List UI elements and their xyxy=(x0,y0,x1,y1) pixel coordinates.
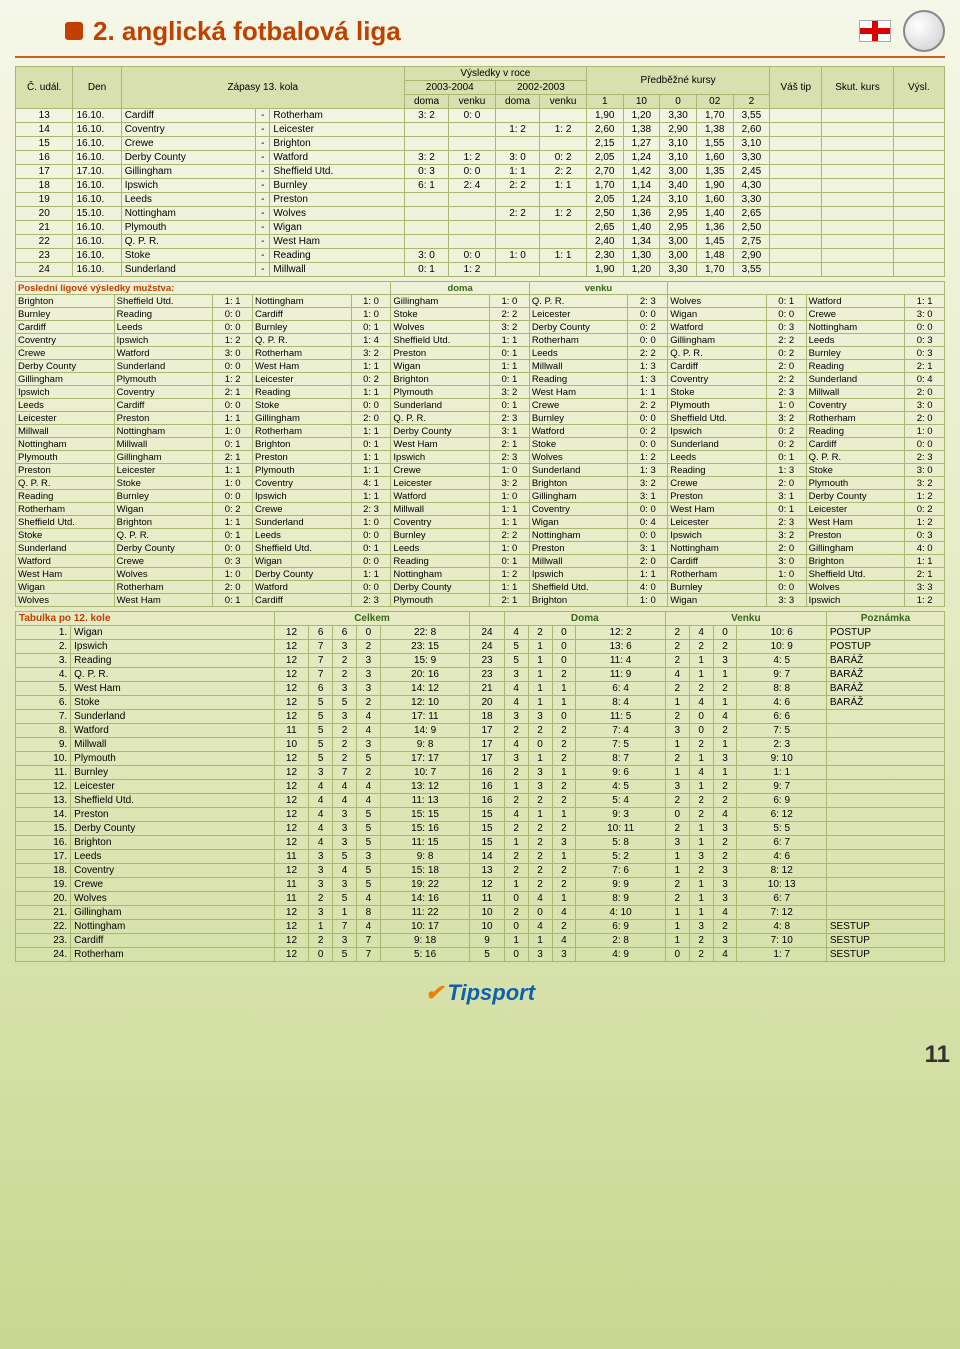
col-k0: 0 xyxy=(660,95,697,109)
results-title: Poslední ligové výsledky mužstva: xyxy=(16,282,391,295)
football-icon xyxy=(903,10,945,52)
standings-row: 10.Plymouth1252517: 17173128: 72139: 10 xyxy=(16,752,945,766)
col-cudal: Č. udál. xyxy=(16,67,73,109)
col-den: Den xyxy=(73,67,121,109)
standings-row: 8.Watford1152414: 9172227: 43027: 5 xyxy=(16,724,945,738)
result-row: BrightonSheffield Utd.1: 1Nottingham1: 0… xyxy=(16,295,945,308)
col-doma1: doma xyxy=(404,95,448,109)
standings-row: 4.Q. P. R.1272320: 162331211: 94119: 7BA… xyxy=(16,668,945,682)
match-row: 2416.10.Sunderland-Millwall0: 11: 21,901… xyxy=(16,263,945,277)
standings-row: 9.Millwall105239: 8174027: 51212: 3 xyxy=(16,738,945,752)
match-row: 1416.10.Coventry-Leicester1: 21: 22,601,… xyxy=(16,123,945,137)
standings-row: 6.Stoke1255212: 10204118: 41414: 6BARÁŽ xyxy=(16,696,945,710)
col-venku2: venku xyxy=(540,95,587,109)
match-row: 1916.10.Leeds-Preston2,051,243,101,603,3… xyxy=(16,193,945,207)
result-row: WatfordCrewe0: 3Wigan0: 0Reading0: 1Mill… xyxy=(16,555,945,568)
result-row: IpswichCoventry2: 1Reading1: 1Plymouth3:… xyxy=(16,386,945,399)
standings-row: 20.Wolves1125414: 16110418: 92136: 7 xyxy=(16,892,945,906)
col-0203: 2002-2003 xyxy=(495,81,586,95)
match-row: 1516.10.Crewe-Brighton2,151,273,101,553,… xyxy=(16,137,945,151)
result-row: Sheffield Utd.Brighton1: 1Sunderland1: 0… xyxy=(16,516,945,529)
standings-row: 7.Sunderland1253417: 111833011: 52046: 6 xyxy=(16,710,945,724)
standings-row: 17.Leeds113539: 8142215: 21324: 6 xyxy=(16,850,945,864)
standings-title: Tabulka po 12. kole xyxy=(16,612,275,626)
col-k1: 1 xyxy=(586,95,623,109)
standings-row: 18.Coventry1234515: 18132227: 61238: 12 xyxy=(16,864,945,878)
match-row: 2116.10.Plymouth-Wigan2,651,402,951,362,… xyxy=(16,221,945,235)
standings-row: 5.West Ham1263314: 12214116: 42228: 8BAR… xyxy=(16,682,945,696)
result-row: CoventryIpswich1: 2Q. P. R.1: 4Sheffield… xyxy=(16,334,945,347)
standings-doma: Doma xyxy=(504,612,665,626)
match-row: 1316.10.Cardiff-Rotherham3: 20: 01,901,2… xyxy=(16,109,945,123)
col-k2: 2 xyxy=(733,95,770,109)
tipsport-logo: Tipsport xyxy=(425,980,535,1006)
result-row: MillwallNottingham1: 0Rotherham1: 1Derby… xyxy=(16,425,945,438)
result-row: SunderlandDerby County0: 0Sheffield Utd.… xyxy=(16,542,945,555)
results-venku-hdr: venku xyxy=(529,282,667,295)
match-row: 2216.10.Q. P. R.-West Ham2,401,343,001,4… xyxy=(16,235,945,249)
result-row: WolvesWest Ham0: 1Cardiff2: 3Plymouth2: … xyxy=(16,594,945,607)
col-0304: 2003-2004 xyxy=(404,81,495,95)
standings-row: 24.Rotherham120575: 1650334: 90241: 7SES… xyxy=(16,948,945,962)
standings-celkem: Celkem xyxy=(274,612,470,626)
result-row: StokeQ. P. R.0: 1Leeds0: 0Burnley2: 2Not… xyxy=(16,529,945,542)
match-row: 1717.10.Gillingham-Sheffield Utd.0: 30: … xyxy=(16,165,945,179)
result-row: West HamWolves1: 0Derby County1: 1Nottin… xyxy=(16,568,945,581)
standings-row: 3.Reading1272315: 92351011: 42134: 5BARÁ… xyxy=(16,654,945,668)
result-row: PlymouthGillingham2: 1Preston1: 1Ipswich… xyxy=(16,451,945,464)
england-flag-icon xyxy=(859,20,891,42)
page-title: 2. anglická fotbalová liga xyxy=(93,16,401,47)
col-venku1: venku xyxy=(449,95,496,109)
result-row: GillinghamPlymouth1: 2Leicester0: 2Brigh… xyxy=(16,373,945,386)
results-doma-hdr: doma xyxy=(391,282,529,295)
tipsport-footer: Tipsport xyxy=(15,980,945,1006)
result-row: LeedsCardiff0: 0Stoke0: 0Sunderland0: 1C… xyxy=(16,399,945,412)
col-vysl: Výsl. xyxy=(893,67,944,109)
results-table: Poslední ligové výsledky mužstva: doma v… xyxy=(15,281,945,607)
col-vysledky: Výsledky v roce xyxy=(404,67,586,81)
standings-table: Tabulka po 12. kole Celkem Doma Venku Po… xyxy=(15,611,945,962)
result-row: CreweWatford3: 0Rotherham3: 2Preston0: 1… xyxy=(16,347,945,360)
standings-pozn: Poznámka xyxy=(826,612,944,626)
standings-row: 23.Cardiff122379: 1891142: 81237: 10SEST… xyxy=(16,934,945,948)
result-row: Derby CountySunderland0: 0West Ham1: 1Wi… xyxy=(16,360,945,373)
header-bullet-icon xyxy=(65,22,83,40)
standings-row: 22.Nottingham1217410: 17100426: 91324: 8… xyxy=(16,920,945,934)
standings-row: 11.Burnley1237210: 7162319: 61411: 1 xyxy=(16,766,945,780)
col-predbezne: Předběžné kursy xyxy=(586,67,769,95)
result-row: ReadingBurnley0: 0Ipswich1: 1Watford1: 0… xyxy=(16,490,945,503)
result-row: Q. P. R.Stoke1: 0Coventry4: 1Leicester3:… xyxy=(16,477,945,490)
standings-row: 13.Sheffield Utd.1244411: 13162225: 4222… xyxy=(16,794,945,808)
standings-row: 12.Leicester1244413: 12161324: 53129: 7 xyxy=(16,780,945,794)
match-row: 2316.10.Stoke-Reading3: 00: 01: 01: 12,3… xyxy=(16,249,945,263)
col-k02: 02 xyxy=(696,95,733,109)
col-skut: Skut. kurs xyxy=(822,67,893,109)
match-row: 1816.10.Ipswich-Burnley6: 12: 42: 21: 11… xyxy=(16,179,945,193)
col-zapasy: Zápasy 13. kola xyxy=(121,67,404,109)
result-row: LeicesterPreston1: 1Gillingham2: 0Q. P. … xyxy=(16,412,945,425)
col-doma2: doma xyxy=(495,95,539,109)
result-row: RotherhamWigan0: 2Crewe2: 3Millwall1: 1C… xyxy=(16,503,945,516)
page-number: 11 xyxy=(925,1041,950,1069)
standings-venku: Venku xyxy=(665,612,826,626)
col-vastip: Váš tip xyxy=(770,67,822,109)
standings-row: 15.Derby County1243515: 161522210: 11213… xyxy=(16,822,945,836)
result-row: WiganRotherham2: 0Watford0: 0Derby Count… xyxy=(16,581,945,594)
standings-row: 16.Brighton1243511: 15151235: 83126: 7 xyxy=(16,836,945,850)
page-header: 2. anglická fotbalová liga xyxy=(15,10,945,58)
matches-table: Č. udál. Den Zápasy 13. kola Výsledky v … xyxy=(15,66,945,277)
match-row: 2015.10.Nottingham-Wolves2: 21: 22,501,3… xyxy=(16,207,945,221)
match-row: 1616.10.Derby County-Watford3: 21: 23: 0… xyxy=(16,151,945,165)
result-row: CardiffLeeds0: 0Burnley0: 1Wolves3: 2Der… xyxy=(16,321,945,334)
standings-row: 21.Gillingham1231811: 22102044: 101147: … xyxy=(16,906,945,920)
standings-row: 2.Ipswich1273223: 152451013: 622210: 9PO… xyxy=(16,640,945,654)
standings-row: 1.Wigan1266022: 82442012: 224010: 6POSTU… xyxy=(16,626,945,640)
result-row: PrestonLeicester1: 1Plymouth1: 1Crewe1: … xyxy=(16,464,945,477)
col-k10: 10 xyxy=(623,95,660,109)
result-row: NottinghamMillwall0: 1Brighton0: 1West H… xyxy=(16,438,945,451)
standings-row: 19.Crewe1133519: 22121229: 921310: 13 xyxy=(16,878,945,892)
standings-row: 14.Preston1243515: 15154119: 30246: 12 xyxy=(16,808,945,822)
result-row: BurnleyReading0: 0Cardiff1: 0Stoke2: 2Le… xyxy=(16,308,945,321)
